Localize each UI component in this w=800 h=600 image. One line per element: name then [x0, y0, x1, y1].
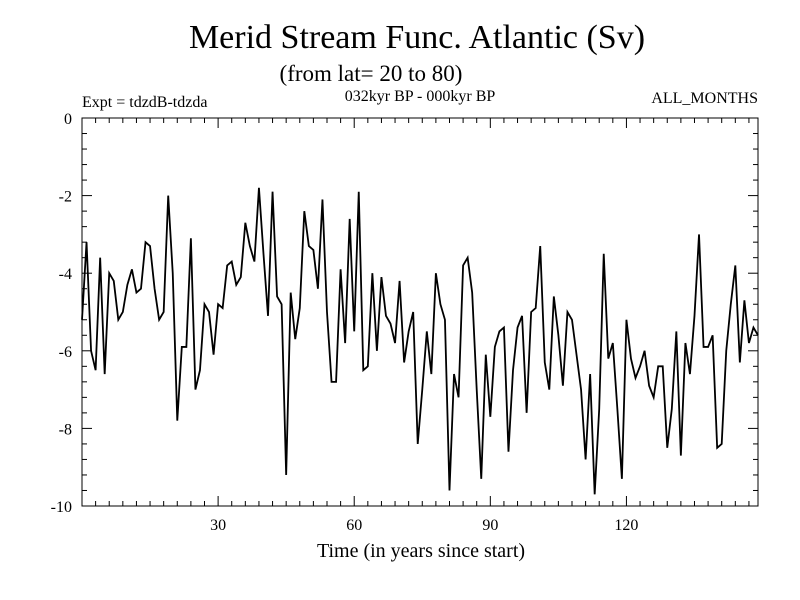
- months-label: ALL_MONTHS: [651, 90, 758, 107]
- axis-tick-labels: 30 60 90 120 0 -2 -4 -6 -8 -10: [51, 111, 639, 534]
- y-tick-label: -6: [59, 344, 72, 361]
- period-label: 032kyr BP - 000kyr BP: [345, 88, 496, 105]
- y-tick-label: -2: [59, 189, 72, 206]
- x-tick-label: 60: [346, 517, 362, 534]
- x-tick-label: 30: [210, 517, 226, 534]
- x-axis-label: Time (in years since start): [317, 540, 525, 562]
- chart-title: Merid Stream Func. Atlantic (Sv): [189, 19, 645, 56]
- y-tick-label: -8: [59, 421, 72, 438]
- chart-subtitle: (from lat= 20 to 80): [280, 61, 463, 86]
- experiment-label: Expt = tdzdB-tdzda: [82, 94, 207, 111]
- series-line: [81, 187, 759, 495]
- plot-frame: [81, 117, 759, 507]
- y-tick-label: -4: [59, 266, 72, 283]
- y-tick-label: -10: [51, 499, 72, 516]
- x-tick-label: 120: [614, 517, 638, 534]
- axis-ticks: [82, 117, 758, 507]
- series-group: [81, 187, 759, 495]
- y-tick-label: 0: [64, 111, 72, 128]
- x-tick-label: 90: [482, 517, 498, 534]
